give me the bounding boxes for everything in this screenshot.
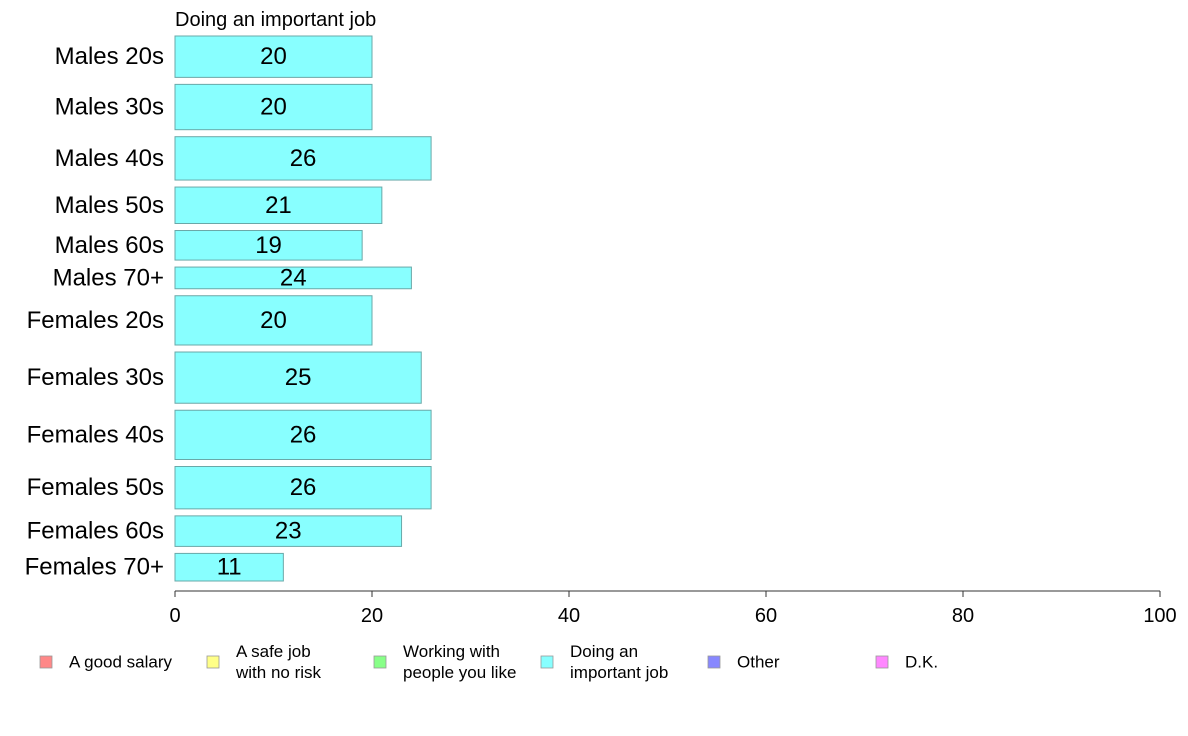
legend-label: A good salary bbox=[69, 653, 173, 672]
bar bbox=[174, 295, 373, 346]
category-label: Males 20s bbox=[55, 43, 164, 70]
category-label: Females 40s bbox=[27, 421, 164, 448]
bar bbox=[174, 409, 432, 460]
category-label: Females 30s bbox=[27, 364, 164, 391]
bar bbox=[174, 266, 412, 290]
value-label: 11 bbox=[217, 554, 242, 581]
x-tick-label: 60 bbox=[755, 605, 777, 627]
category-label: Females 50s bbox=[27, 474, 164, 501]
legend-swatch bbox=[206, 655, 220, 669]
legend-label: A safe job bbox=[236, 642, 311, 661]
bar bbox=[174, 515, 403, 547]
x-tick-label: 0 bbox=[169, 605, 180, 627]
bar bbox=[174, 230, 363, 261]
value-label: 26 bbox=[290, 474, 317, 501]
legend-swatch bbox=[373, 655, 387, 669]
x-tick-label: 100 bbox=[1143, 605, 1176, 627]
legend-label: D.K. bbox=[905, 653, 938, 672]
value-label: 20 bbox=[260, 43, 287, 70]
bar bbox=[174, 136, 432, 181]
value-label: 20 bbox=[260, 94, 287, 121]
legend-swatch bbox=[875, 655, 889, 669]
value-label: 19 bbox=[255, 232, 282, 259]
category-label: Males 50s bbox=[55, 192, 164, 219]
category-label: Females 60s bbox=[27, 518, 164, 545]
category-label: Males 40s bbox=[55, 145, 164, 172]
category-label: Males 30s bbox=[55, 94, 164, 121]
legend-swatch bbox=[540, 655, 554, 669]
x-axis: 0 20 40 60 80 100 bbox=[169, 590, 1177, 627]
x-tick-label: 40 bbox=[558, 605, 580, 627]
value-label: 26 bbox=[290, 421, 317, 448]
value-label: 20 bbox=[260, 307, 287, 334]
value-label: 24 bbox=[280, 264, 307, 291]
value-label: 21 bbox=[265, 192, 292, 219]
legend: A good salary A safe job with no risk Worki… bbox=[39, 642, 938, 682]
category-label: Females 70+ bbox=[25, 554, 164, 581]
legend-swatch bbox=[39, 655, 53, 669]
x-tick-label: 20 bbox=[361, 605, 383, 627]
x-tick-label: 80 bbox=[952, 605, 974, 627]
value-label: 26 bbox=[290, 145, 317, 172]
value-label: 25 bbox=[285, 364, 312, 391]
bar bbox=[174, 186, 383, 225]
legend-label: with no risk bbox=[235, 663, 322, 682]
category-label: Males 60s bbox=[55, 232, 164, 259]
legend-label: Working with bbox=[403, 642, 500, 661]
bar bbox=[174, 83, 373, 131]
value-label: 23 bbox=[275, 518, 302, 545]
bar bbox=[174, 552, 284, 582]
panel-title: Doing an important job bbox=[175, 9, 376, 31]
category-label: Females 20s bbox=[27, 307, 164, 334]
legend-label: Doing an bbox=[570, 642, 638, 661]
category-label: Males 70+ bbox=[53, 264, 164, 291]
legend-label: important job bbox=[570, 663, 668, 682]
bar bbox=[174, 466, 432, 510]
bar bbox=[174, 351, 422, 404]
bar bbox=[174, 35, 373, 78]
bars-group: Males 20s 20 Males 30s 20 Males 40s 26 Males 5… bbox=[25, 35, 432, 582]
legend-label: Other bbox=[737, 653, 780, 672]
legend-label: people you like bbox=[403, 663, 516, 682]
legend-swatch bbox=[707, 655, 721, 669]
